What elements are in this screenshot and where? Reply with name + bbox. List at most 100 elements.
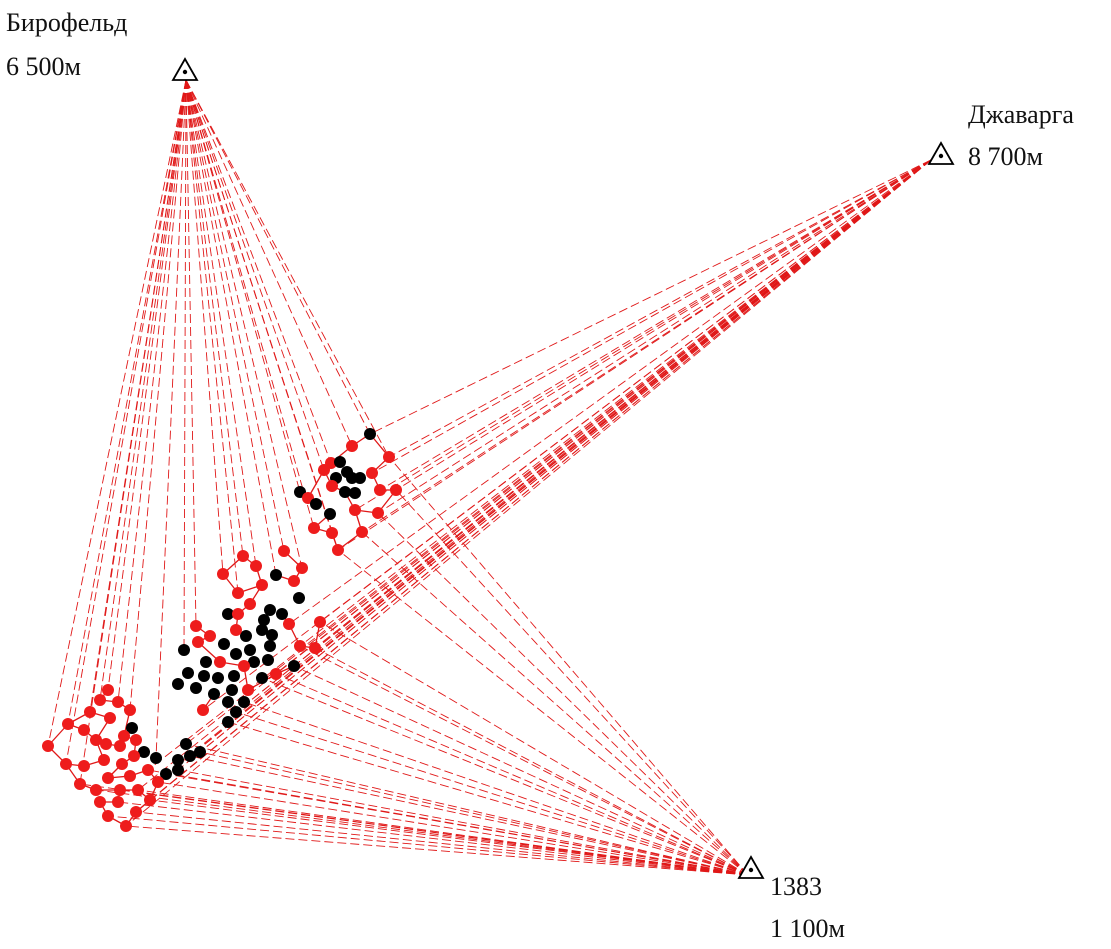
sight-line-birofeld — [129, 79, 187, 711]
observation-point-red — [197, 704, 209, 716]
observation-point-red — [217, 568, 229, 580]
sight-line-birofeld — [185, 79, 332, 464]
observation-point-black — [230, 706, 242, 718]
sight-line-dzhavarga — [354, 159, 932, 511]
sight-line-birofeld — [185, 79, 277, 576]
observation-point-red — [314, 616, 326, 628]
observation-point-red — [112, 796, 124, 808]
observation-point-black — [212, 672, 224, 684]
sight-line-1383 — [107, 815, 749, 876]
observation-point-red — [120, 820, 132, 832]
observation-point-red — [332, 544, 344, 556]
observation-point-black — [264, 604, 276, 616]
observation-point-red — [102, 684, 114, 696]
sight-line-birofeld — [47, 79, 187, 747]
sight-line-birofeld — [185, 79, 244, 557]
observation-point-red — [142, 764, 154, 776]
observation-point-red — [283, 618, 295, 630]
sight-line-birofeld — [99, 79, 187, 701]
observation-point-black — [339, 486, 351, 498]
observation-point-black — [266, 629, 278, 641]
observation-point-red — [294, 640, 306, 652]
observation-point-black — [194, 746, 206, 758]
observation-point-black — [276, 608, 288, 620]
sight-line-1383 — [185, 743, 749, 876]
observation-point-black — [178, 644, 190, 656]
sight-line-dzhavarga — [377, 159, 932, 514]
observation-point-red — [288, 575, 300, 587]
observation-point-red — [132, 784, 144, 796]
observation-point-red — [94, 694, 106, 706]
observation-point-black — [182, 667, 194, 679]
sight-line-birofeld — [185, 79, 371, 435]
sight-line-birofeld — [185, 79, 239, 594]
observation-point-black — [349, 487, 361, 499]
sight-line-1383 — [95, 789, 749, 876]
observation-point-red — [62, 718, 74, 730]
observation-point-red — [232, 608, 244, 620]
sight-line-1383 — [361, 531, 749, 876]
observation-point-red — [118, 730, 130, 742]
sight-line-dzhavarga — [177, 159, 932, 771]
observation-point-black — [226, 684, 238, 696]
observation-point-red — [204, 630, 216, 642]
observation-point-black — [230, 648, 242, 660]
sight-line-birofeld — [185, 79, 303, 569]
station-dzhavarga-name: Джаварга — [968, 100, 1074, 129]
observation-point-red — [237, 550, 249, 562]
sight-line-birofeld — [89, 79, 187, 713]
sight-line-dzhavarga — [247, 159, 932, 691]
observation-point-black — [264, 640, 276, 652]
observation-point-red — [326, 527, 338, 539]
stations-layer — [171, 57, 955, 879]
observation-point-red — [346, 440, 358, 452]
observation-point-red — [308, 522, 320, 534]
observation-point-black — [258, 614, 270, 626]
sight-line-birofeld — [117, 79, 187, 703]
sight-line-1383 — [337, 549, 749, 876]
sight-line-1383 — [157, 781, 749, 876]
observation-points-layer — [42, 428, 402, 832]
sight-line-birofeld — [185, 79, 315, 529]
sight-line-birofeld — [155, 79, 187, 759]
sight-line-1383 — [319, 621, 749, 876]
observation-point-red — [270, 668, 282, 680]
sight-line-1383 — [293, 665, 749, 876]
observation-point-red — [144, 794, 156, 806]
observation-point-red — [116, 758, 128, 770]
sight-line-dzhavarga — [137, 159, 932, 791]
sight-line-1383 — [135, 811, 749, 876]
observation-point-black — [190, 682, 202, 694]
observation-point-black — [288, 660, 300, 672]
observation-point-red — [124, 704, 136, 716]
observation-point-red — [130, 806, 142, 818]
sight-line-1383 — [147, 769, 749, 876]
observation-point-black — [172, 754, 184, 766]
sight-line-dzhavarga — [288, 159, 932, 625]
observation-point-red — [374, 484, 386, 496]
observation-point-red — [278, 545, 290, 557]
sight-line-birofeld — [183, 79, 187, 651]
observation-point-red — [214, 656, 226, 668]
observation-point-red — [244, 598, 256, 610]
sight-line-birofeld — [185, 79, 339, 551]
observation-point-red — [114, 740, 126, 752]
observation-point-black — [364, 428, 376, 440]
observation-point-red — [60, 758, 72, 770]
observation-point-black — [228, 670, 240, 682]
observation-point-red — [130, 734, 142, 746]
sight-line-dzhavarga — [371, 159, 932, 474]
sight-line-1383 — [235, 711, 749, 876]
observation-point-red — [90, 784, 102, 796]
observation-point-red — [383, 451, 395, 463]
sight-line-dzhavarga — [125, 159, 932, 827]
observation-point-red — [390, 484, 402, 496]
sight-line-birofeld — [65, 79, 187, 765]
observation-point-red — [78, 724, 90, 736]
observation-point-red — [74, 778, 86, 790]
observation-point-black — [222, 608, 234, 620]
sight-line-1383 — [275, 673, 749, 876]
station-dzhavarga-distance: 8 700м — [968, 142, 1043, 171]
observation-point-black — [200, 656, 212, 668]
